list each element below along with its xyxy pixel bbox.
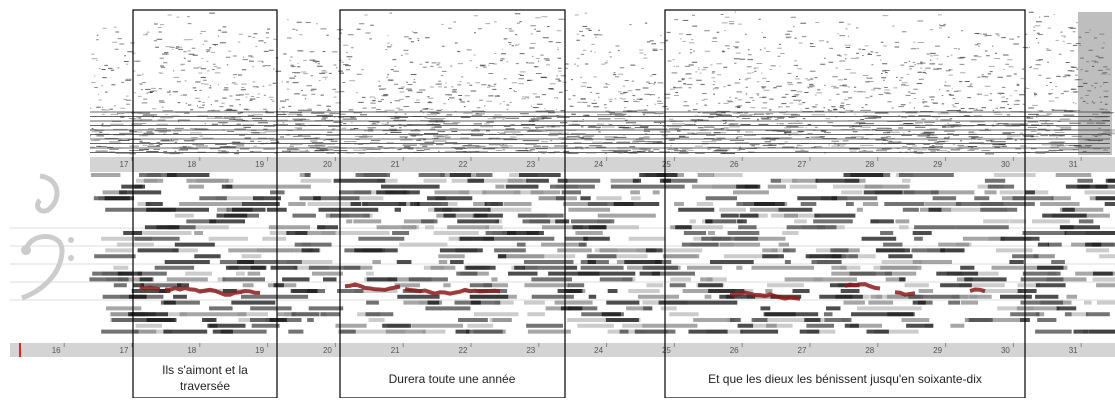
ruler-label: 23 <box>526 346 535 355</box>
treble-clef-fragment <box>35 173 60 214</box>
spectrogram-tail <box>1078 12 1112 155</box>
ruler-label: 18 <box>187 346 196 355</box>
ruler-label: 26 <box>730 346 739 355</box>
ruler-label: 20 <box>323 160 332 169</box>
ruler-label: 16 <box>52 346 61 355</box>
ruler-labels: 17 18 19 20 21 22 23 24 25 26 27 28 29 30 31 16 17 18 19 20… <box>52 157 1082 355</box>
bottom-ruler <box>10 343 1115 357</box>
spectrogram-noise <box>90 11 1110 155</box>
ruler-label: 22 <box>459 346 468 355</box>
ruler-label: 21 <box>391 160 400 169</box>
ruler-label: 21 <box>391 346 400 355</box>
ruler-label: 30 <box>1001 160 1010 169</box>
ruler-label: 19 <box>255 346 264 355</box>
bass-clef-dot <box>68 255 74 261</box>
lyric-line: traversée <box>180 379 230 393</box>
lyric-line: Durera toute une année <box>389 372 516 386</box>
ruler-label: 24 <box>594 346 603 355</box>
ruler-label: 19 <box>255 160 264 169</box>
ruler-label: 31 <box>1069 346 1078 355</box>
lyric-line: Et que les dieux les bénissent jusqu'en … <box>708 372 982 386</box>
note-bars <box>90 173 1115 334</box>
ruler-label: 20 <box>323 346 332 355</box>
ruler-label: 23 <box>526 160 535 169</box>
ruler-label: 31 <box>1069 160 1078 169</box>
pitch-contour <box>139 282 986 301</box>
ruler-label: 17 <box>120 160 129 169</box>
ruler-label: 17 <box>120 346 129 355</box>
lyric-line: Ils s'aimont et la <box>162 363 248 377</box>
note-bars <box>89 173 1115 334</box>
ruler-label: 18 <box>187 160 196 169</box>
ruler-label: 24 <box>594 160 603 169</box>
ruler-label: 30 <box>1001 346 1010 355</box>
spectrogram-noise <box>90 14 1115 154</box>
ruler-label: 29 <box>933 346 942 355</box>
bass-clef-dot <box>68 237 74 243</box>
ruler-label: 28 <box>865 346 874 355</box>
ruler-label: 27 <box>798 346 807 355</box>
ruler-label: 29 <box>933 160 942 169</box>
bass-clef-dot <box>21 245 31 255</box>
spectrogram <box>89 11 1115 334</box>
ruler-label: 25 <box>662 160 671 169</box>
top-ruler <box>90 157 1115 172</box>
ruler-label: 22 <box>459 160 468 169</box>
bass-clef <box>21 234 65 301</box>
ruler-label: 26 <box>730 160 739 169</box>
ruler-label: 28 <box>865 160 874 169</box>
ruler-label: 27 <box>798 160 807 169</box>
ruler-label: 25 <box>662 346 671 355</box>
